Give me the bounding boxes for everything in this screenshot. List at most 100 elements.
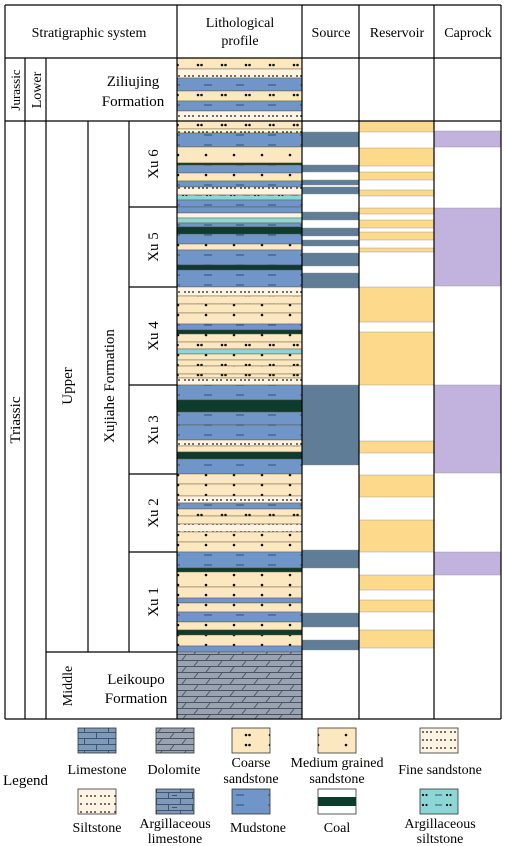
lithology-layer-coarse-sandstone [176,359,303,367]
source-interval [301,179,360,186]
legend-label-argsilt-line2: siltstone [417,832,464,846]
lithology-layer-argillaceous-siltstone [176,217,303,224]
lithology-layer-siltstone [176,128,303,134]
lithology-layer-coarse-sandstone [176,515,303,525]
lithology-layer-mudstone [176,233,303,245]
source-interval [301,186,360,195]
lithology-layer-medium-sandstone [176,571,303,588]
legend-label-siltstone: Siltstone [72,821,121,836]
source-interval [301,272,360,289]
lithology-layer-mudstone [176,611,303,623]
source-reservoir-caprock-bands [301,120,502,651]
source-interval [301,227,360,237]
lithology-layer-medium-sandstone [176,312,303,325]
formation-xujiahe-label: Xujiahe Formation [102,329,118,443]
lithology-layer-siltstone [176,439,303,447]
source-interval [301,384,360,466]
legend-label-medium-line1: Medium grained [291,756,384,771]
source-interval [301,639,360,651]
lithology-layer-mudstone [176,206,303,214]
legend-swatch-medium-sandstone [317,727,357,754]
lithology-layer-coal [176,399,303,413]
reservoir-interval [358,474,435,498]
lithology-layer-coal [176,567,303,573]
lithology-layer-coal [176,264,303,271]
caprock-interval [433,207,502,287]
legend-swatch-argillaceous-siltstone [419,788,459,815]
legend-swatch-siltstone [77,788,117,815]
member-xu6-label: Xu 6 [146,149,162,179]
lithology-layer-mudstone [176,411,303,426]
lithology-layer-mudstone [176,269,303,288]
lithology-layer-coal [176,451,303,460]
lithology-layer-medium-sandstone [176,172,303,182]
lithology-layer-siltstone [176,286,303,297]
lithology-layer-coarse-sandstone [176,445,303,453]
series-upper-label: Upper [60,367,76,405]
lithology-layer-siltstone [176,110,303,122]
formation-ziliujing-line1: Ziliujing [107,74,160,90]
lithology-layer-medium-sandstone [176,353,303,361]
lithology-layer-siltstone [176,68,303,79]
lithology-layer-coarse-sandstone [176,120,303,130]
lithology-layer-argillaceous-siltstone [176,348,303,355]
lithology-layer-coal [176,329,303,335]
source-interval [301,252,360,267]
reservoir-interval [358,599,435,613]
reservoir-interval [358,171,435,181]
lithological-profile-column [176,57,303,720]
lithology-layer-mudstone [176,424,303,441]
lithology-layer-coarse-sandstone [176,508,303,517]
member-xu3-label: Xu 3 [146,415,162,445]
lithology-layer-coarse-sandstone [176,373,303,379]
lithology-layer-medium-sandstone [176,365,303,375]
lithology-layer-mudstone [176,323,303,331]
legend-label-medium-line2: sandstone [309,772,364,787]
reservoir-interval [358,440,435,454]
reservoir-interval [358,519,435,553]
lithology-layer-mudstone [176,132,303,148]
lithology-layer-mudstone [176,164,303,174]
lithology-layer-mudstone [176,645,303,653]
member-xu1-label: Xu 1 [146,587,162,617]
source-interval [301,211,360,221]
header-lithological-profile-line2: profile [221,34,258,49]
lithology-layer-mudstone [176,384,303,401]
legend-label-limestone: Limestone [67,763,126,778]
legend-label-coal: Coal [324,821,351,836]
lithology-layer-medium-sandstone [176,303,303,314]
reservoir-interval [358,231,435,241]
reservoir-interval [358,147,435,167]
caprock-interval [433,384,502,474]
source-interval [301,164,360,173]
series-middle-label: Middle [61,666,76,706]
header-lithological-profile-line1: Lithological [206,16,275,31]
lithology-layer-medium-sandstone [176,541,303,553]
lithology-layer-argillaceous-siltstone [176,194,303,201]
source-interval [301,549,360,569]
lithology-layer-mudstone [176,249,303,266]
lithology-layer-mudstone [176,199,303,208]
legend-swatch-argillaceous-limestone [155,788,195,815]
caprock-interval [433,130,502,148]
legend-label-coarse-line1: Coarse [232,756,271,771]
member-xu2-label: Xu 2 [146,498,162,528]
lithology-layer-siltstone [176,186,303,196]
lithology-layer-mudstone [176,77,303,92]
source-interval [301,612,360,628]
lithology-layer-medium-sandstone [176,586,303,599]
lithology-layer-mudstone [176,597,303,604]
source-interval [301,239,360,247]
formation-ziliujing-line2: Formation [102,94,165,110]
legend-swatch-coal [317,788,357,815]
legend-swatch-limestone [77,727,117,754]
lithology-layer-mudstone [176,502,303,510]
legend: Legend Limestone Dolomite Coarse sandsto… [3,727,482,846]
source-interval [301,131,360,148]
member-xu5-label: Xu 5 [146,232,162,262]
reservoir-interval [358,629,435,649]
lithology-layer-medium-sandstone [176,483,303,497]
legend-label-arglime-line2: limestone [148,832,202,846]
lithology-layer-dolomite [176,651,303,720]
